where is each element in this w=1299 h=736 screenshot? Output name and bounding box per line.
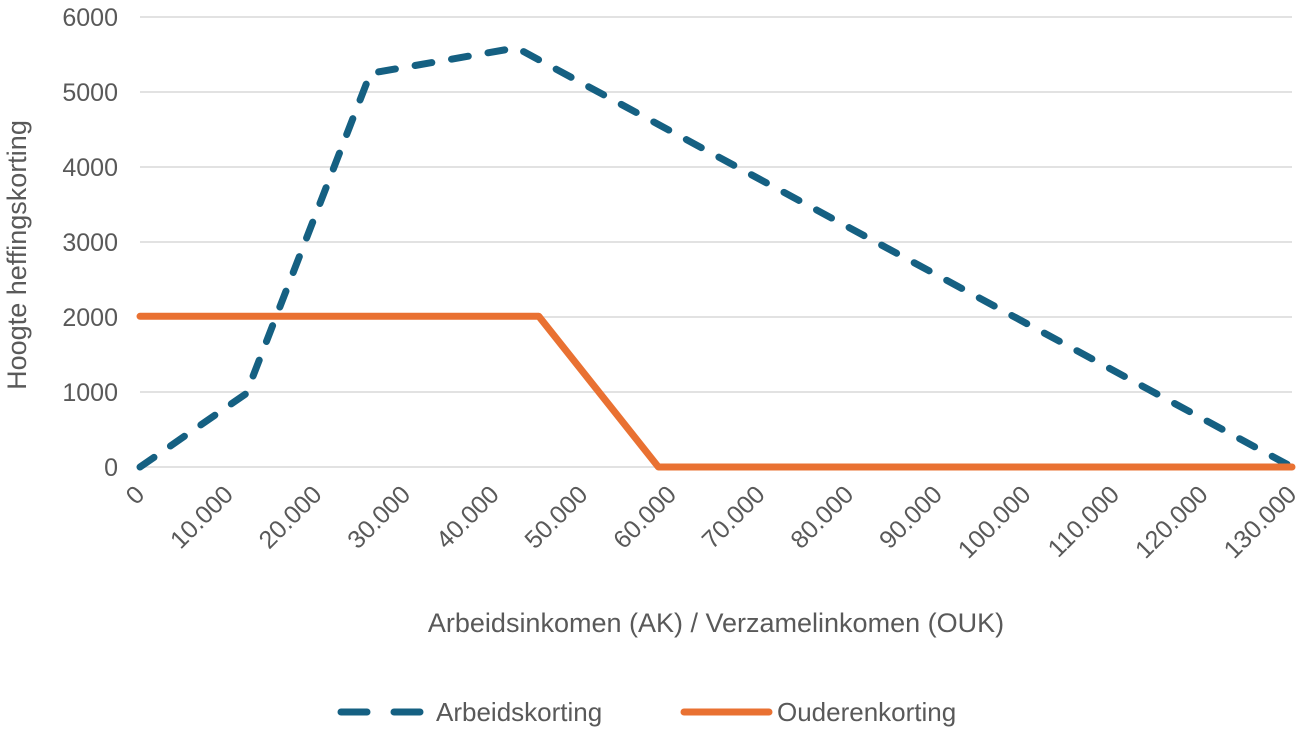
x-tick-label: 10.000	[165, 480, 239, 554]
x-tick-label: 100.000	[953, 480, 1037, 564]
series-line-arbeidskorting	[136, 44, 1296, 471]
x-tick-label: 70.000	[697, 480, 771, 554]
y-tick-label: 3000	[62, 229, 118, 257]
y-tick-label: 2000	[62, 304, 118, 332]
x-axis-tick-labels: 0 10.000 20.000 30.000 40.000 50.000 60.000 70.…	[121, 480, 1299, 564]
y-tick-label: 6000	[62, 4, 118, 32]
x-tick-label: 130.000	[1219, 480, 1299, 564]
x-tick-label: 110.000	[1043, 480, 1125, 562]
x-tick-label: 50.000	[519, 480, 593, 554]
x-tick-label: 20.000	[254, 480, 328, 554]
y-axis-title: Hoogte heffingskorting	[2, 120, 32, 390]
y-tick-label: 1000	[62, 379, 118, 407]
gridlines	[140, 16, 1292, 468]
x-tick-label: 30.000	[342, 480, 416, 554]
x-tick-label: 0	[121, 480, 151, 510]
x-tick-label: 60.000	[608, 480, 682, 554]
x-tick-label: 40.000	[431, 480, 505, 554]
y-tick-label: 0	[104, 454, 118, 482]
x-tick-label: 80.000	[785, 480, 859, 554]
series-line-ouderenkorting	[136, 312, 1296, 471]
y-tick-label: 4000	[62, 154, 118, 182]
x-tick-label: 120.000	[1130, 480, 1214, 564]
y-tick-label: 5000	[62, 79, 118, 107]
legend-label-ouderenkorting: Ouderenkorting	[777, 697, 956, 727]
legend-label-arbeidskorting: Arbeidskorting	[436, 697, 602, 727]
legend: Arbeidskorting Ouderenkorting	[337, 697, 956, 727]
y-axis-tick-labels: 0 1000 2000 3000 4000 5000 6000	[62, 4, 118, 482]
x-tick-label: 90.000	[874, 480, 948, 554]
series-lines	[136, 44, 1296, 471]
x-axis-title: Arbeidsinkomen (AK) / Verzamelinkomen (O…	[428, 608, 1004, 638]
